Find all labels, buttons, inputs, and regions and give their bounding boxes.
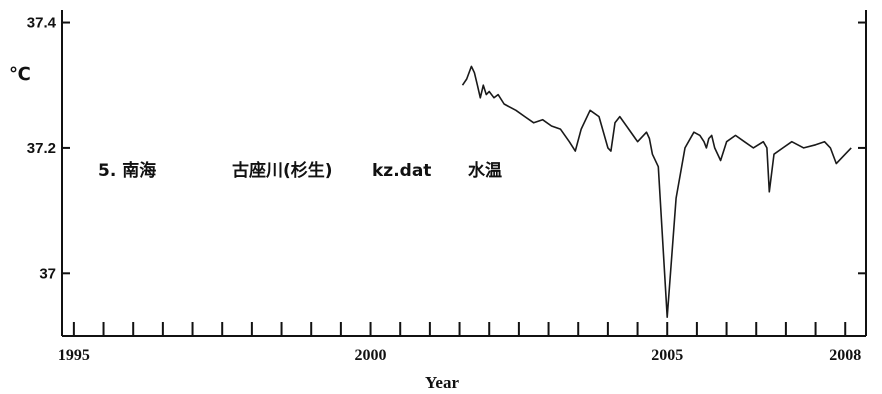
caption-file: kz.dat	[372, 161, 431, 181]
x-ticks	[72, 322, 847, 336]
axes	[61, 10, 867, 337]
x-tick-label: 1995	[58, 347, 90, 364]
y-unit-label: ℃	[9, 64, 31, 85]
x-tick-label: 2005	[651, 347, 683, 364]
series	[461, 65, 852, 318]
chart-caption: 5. 南海 古座川(杉生) kz.dat 水温	[98, 160, 502, 181]
y-ticks	[62, 21, 866, 275]
caption-region: 5. 南海	[98, 160, 156, 181]
x-tick-label: 2000	[355, 347, 387, 364]
y-tick-label: 37.4	[27, 15, 57, 32]
caption-variable: 水温	[468, 160, 502, 181]
x-axis-label: Year	[425, 373, 459, 392]
y-tick-label: 37	[39, 265, 56, 282]
tick-labels: 37.4 37.2 37 1995 2000 2005 2008	[27, 15, 861, 364]
series-line-0	[461, 65, 852, 318]
y-tick-label: 37.2	[27, 140, 56, 157]
caption-station: 古座川(杉生)	[232, 160, 333, 181]
x-tick-label: 2008	[829, 347, 861, 364]
